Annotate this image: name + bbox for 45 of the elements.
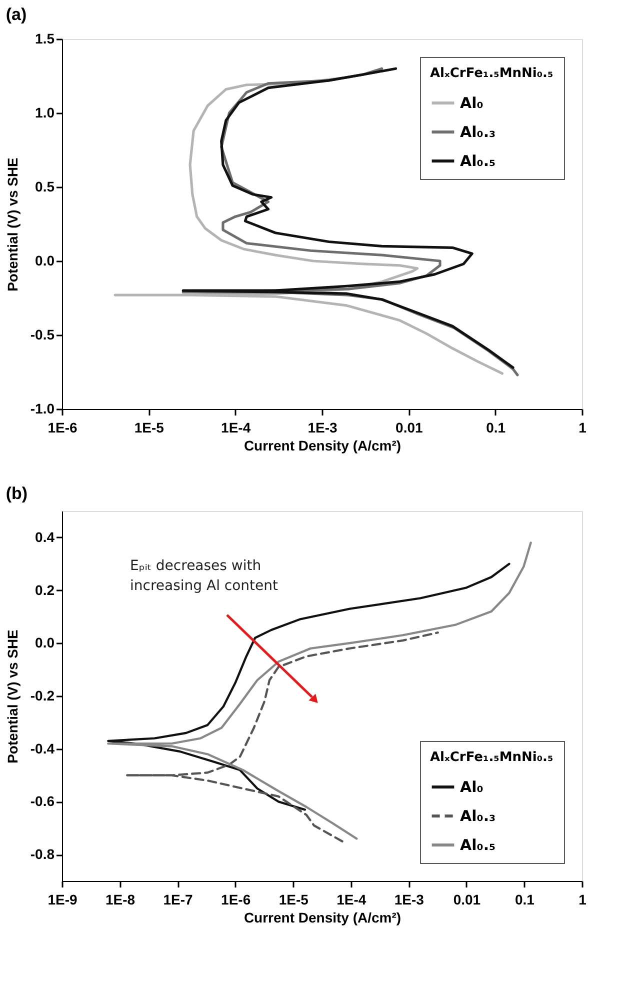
x-axis-title: Current Density (A/cm²)	[244, 438, 402, 454]
x-tick-label: 1	[578, 420, 587, 436]
x-tick-label: 1E-3	[308, 420, 338, 436]
x-tick-label: 1E-5	[134, 420, 164, 436]
legend-title: AlₓCrFe₁.₅MnNi₀.₅	[430, 750, 554, 765]
annotation: Eₚᵢₜ decreases with increasing Al content	[130, 558, 279, 594]
legend-label: Al₀.₃	[460, 807, 496, 825]
x-tick-label: 1E-4	[336, 892, 366, 908]
legend-label: Al₀	[460, 94, 484, 112]
x-tick-label: 1E-6	[48, 420, 78, 436]
y-tick-label: -0.8	[30, 846, 55, 862]
x-tick-label: 0.1	[486, 420, 506, 436]
y-tick-label: -0.2	[30, 688, 55, 704]
y-tick-label: 1.0	[35, 104, 55, 120]
legend-label: Al₀.₃	[460, 123, 496, 141]
x-axis-title: Current Density (A/cm²)	[244, 910, 402, 926]
legend-label: Al₀.₅	[460, 152, 496, 170]
y-axis-title: Potential (V) vs SHE	[4, 158, 20, 292]
x-tick-label: 1E-5	[278, 892, 309, 908]
x-tick-label: 1E-6	[221, 892, 251, 908]
legend-label: Al₀.₅	[460, 836, 496, 854]
y-tick-label: -0.6	[30, 793, 55, 810]
legend-label: Al₀	[460, 778, 484, 796]
y-tick-label: 0.0	[35, 252, 55, 268]
y-tick-label: -0.5	[30, 326, 55, 342]
y-tick-label: 0.2	[35, 582, 55, 598]
x-tick-label: 0.01	[453, 892, 481, 908]
x-tick-label: 1	[578, 892, 587, 908]
x-tick-label: 1E-7	[163, 892, 194, 908]
chart-title: (b)	[6, 484, 28, 503]
x-tick-label: 1E-8	[105, 892, 136, 908]
x-tick-label: 0.01	[396, 420, 424, 436]
y-tick-label: 0.5	[35, 178, 55, 194]
legend-title: AlₓCrFe₁.₅MnNi₀.₅	[430, 66, 554, 81]
chart-title: (a)	[6, 5, 27, 24]
y-tick-label: -1.0	[30, 400, 55, 416]
y-tick-label: -0.4	[30, 740, 55, 756]
y-tick-label: 0.0	[35, 634, 55, 651]
x-tick-label: 1E-4	[221, 420, 251, 436]
y-tick-label: 1.5	[35, 30, 55, 46]
y-axis-title: Potential (V) vs SHE	[4, 630, 20, 764]
x-tick-label: 1E-3	[394, 892, 424, 908]
y-tick-label: 0.4	[35, 528, 55, 545]
x-tick-label: 0.1	[514, 892, 535, 908]
x-tick-label: 1E-9	[48, 892, 78, 908]
